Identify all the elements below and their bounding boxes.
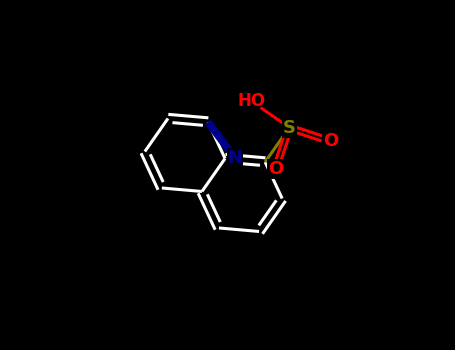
Text: HO: HO [238, 92, 265, 110]
Text: O: O [268, 160, 283, 178]
Text: N: N [228, 149, 243, 167]
Text: O: O [323, 132, 339, 150]
Text: S: S [283, 119, 296, 136]
